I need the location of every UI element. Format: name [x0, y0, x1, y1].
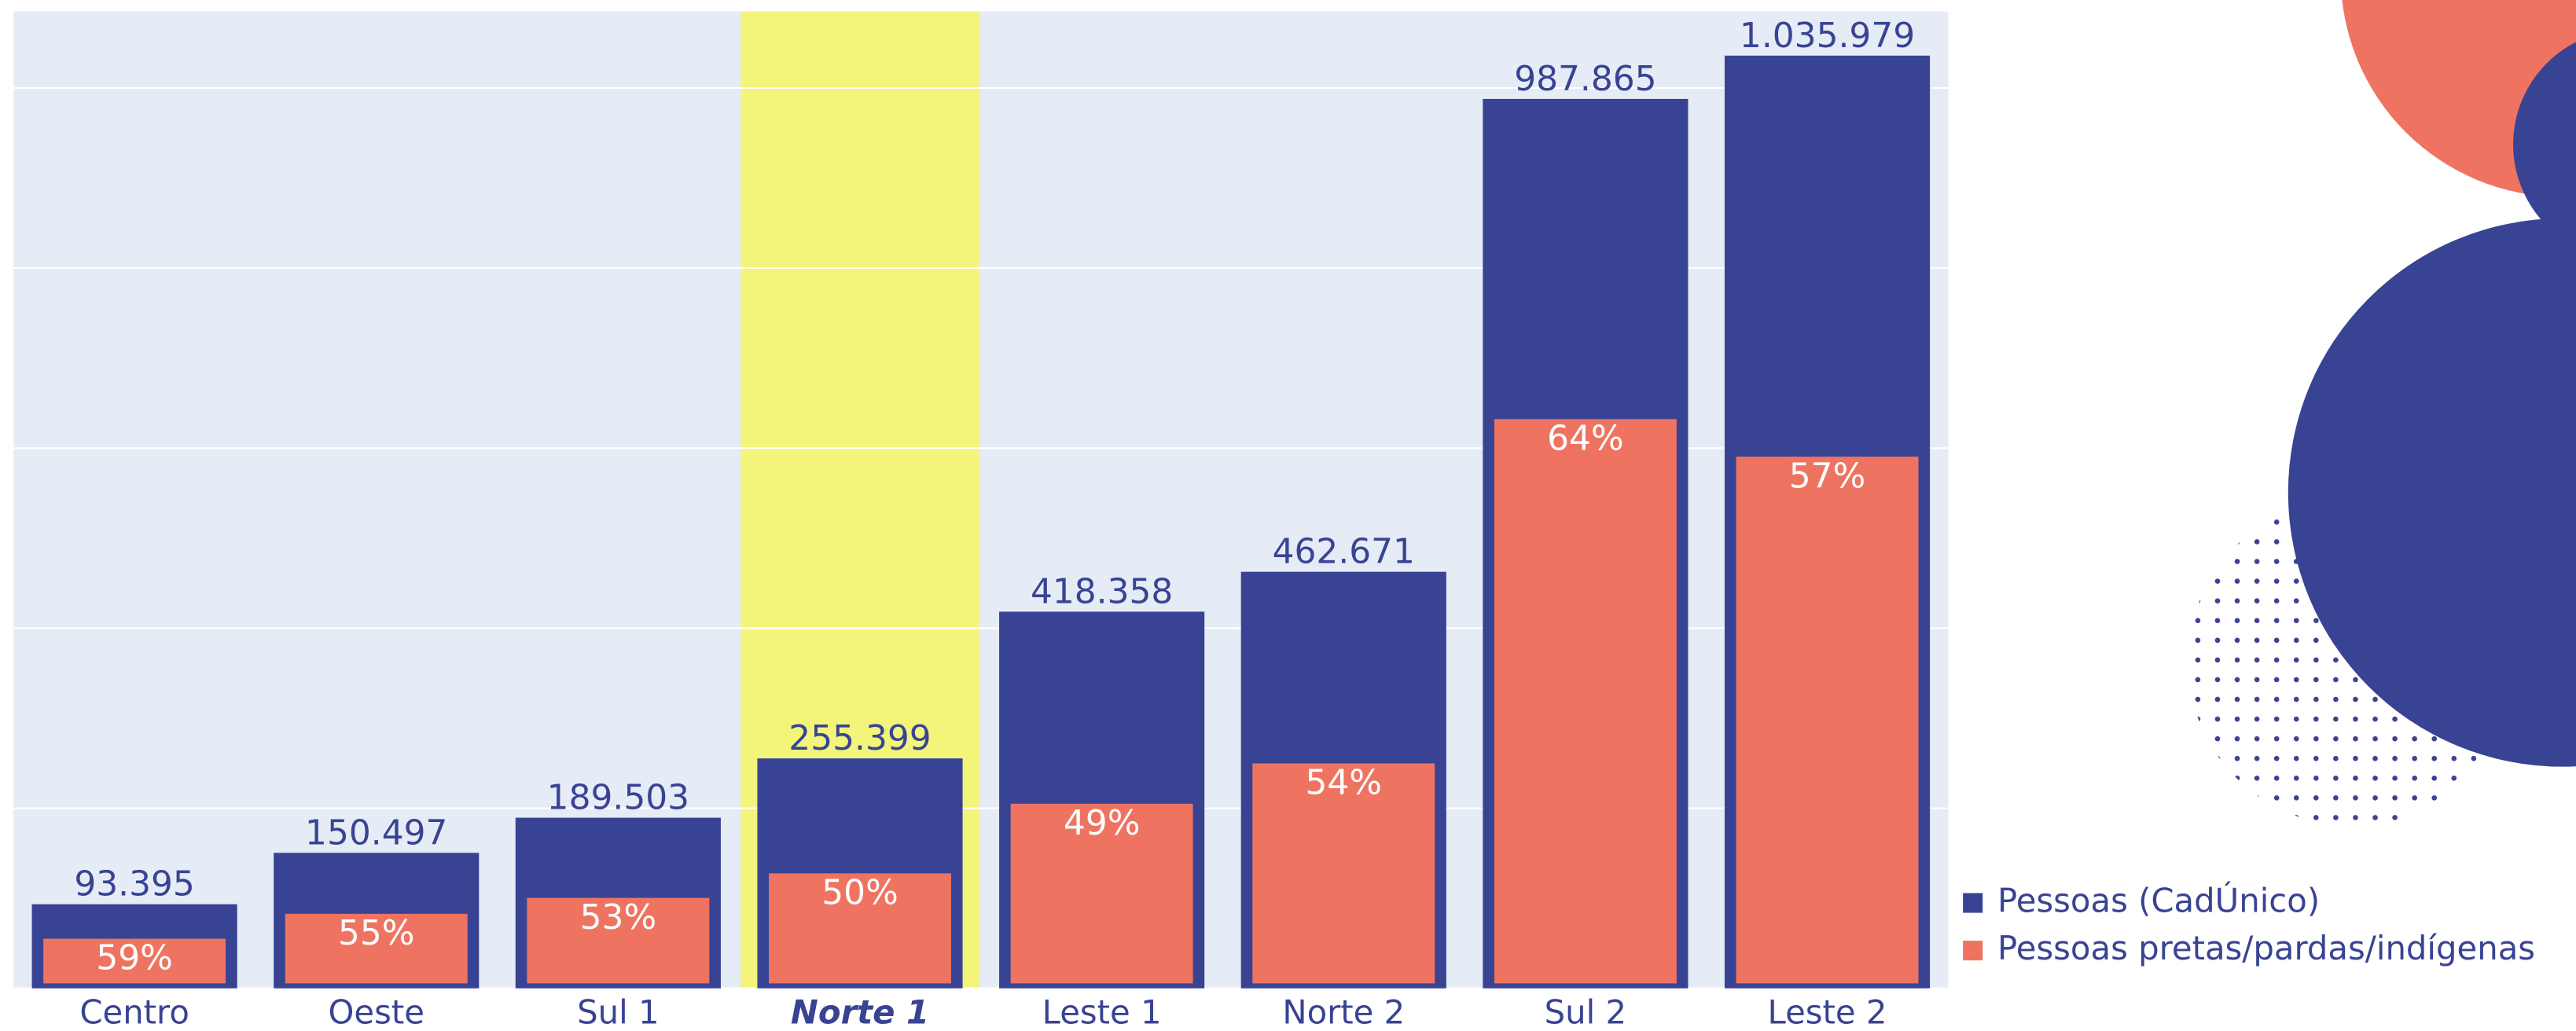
- bar: [1252, 763, 1435, 984]
- bar: [527, 897, 710, 984]
- decor-circle: [2288, 218, 2576, 767]
- x-tick-label: Centro: [79, 993, 189, 1031]
- bar: [1010, 803, 1193, 984]
- bar-value-label: 418.358: [1031, 571, 1173, 611]
- bar-value-label: 54%: [1306, 763, 1382, 803]
- bar-value-label: 93.395: [74, 864, 194, 904]
- bar: [1736, 457, 1919, 984]
- bar-value-label: 255.399: [788, 718, 931, 758]
- legend-swatch: [1963, 893, 1983, 913]
- bar-value-label: 1.035.979: [1740, 16, 1915, 56]
- x-tick-label: Sul 1: [577, 993, 659, 1031]
- legend-swatch: [1963, 941, 1983, 961]
- bar-value-label: 462.671: [1273, 532, 1415, 572]
- bar: [769, 873, 951, 984]
- legend-label: Pessoas (CadÚnico): [1997, 881, 2320, 920]
- bar: [285, 913, 468, 984]
- x-tick-label: Leste 1: [1042, 993, 1162, 1031]
- bar-value-label: 53%: [580, 897, 656, 937]
- x-tick-label: Norte 1: [791, 993, 929, 1031]
- x-tick-label: Norte 2: [1282, 993, 1405, 1031]
- bar-value-label: 150.497: [305, 813, 447, 853]
- bar-value-label: 55%: [338, 913, 414, 953]
- bar-value-label: 59%: [96, 938, 172, 978]
- legend-label: Pessoas pretas/pardas/indígenas: [1997, 929, 2535, 967]
- x-tick-label: Sul 2: [1545, 993, 1626, 1031]
- x-tick-label: Leste 2: [1768, 993, 1887, 1031]
- x-tick-label: Oeste: [329, 993, 424, 1031]
- bar: [43, 938, 226, 984]
- bar-value-label: 57%: [1789, 456, 1865, 496]
- bar-value-label: 50%: [821, 873, 898, 913]
- bar-value-label: 189.503: [547, 778, 689, 818]
- bar-value-label: 64%: [1547, 419, 1623, 459]
- bar-value-label: 987.865: [1514, 59, 1656, 99]
- bar: [1494, 419, 1677, 984]
- bar-value-label: 49%: [1064, 803, 1140, 843]
- decor-circle: [2513, 42, 2576, 248]
